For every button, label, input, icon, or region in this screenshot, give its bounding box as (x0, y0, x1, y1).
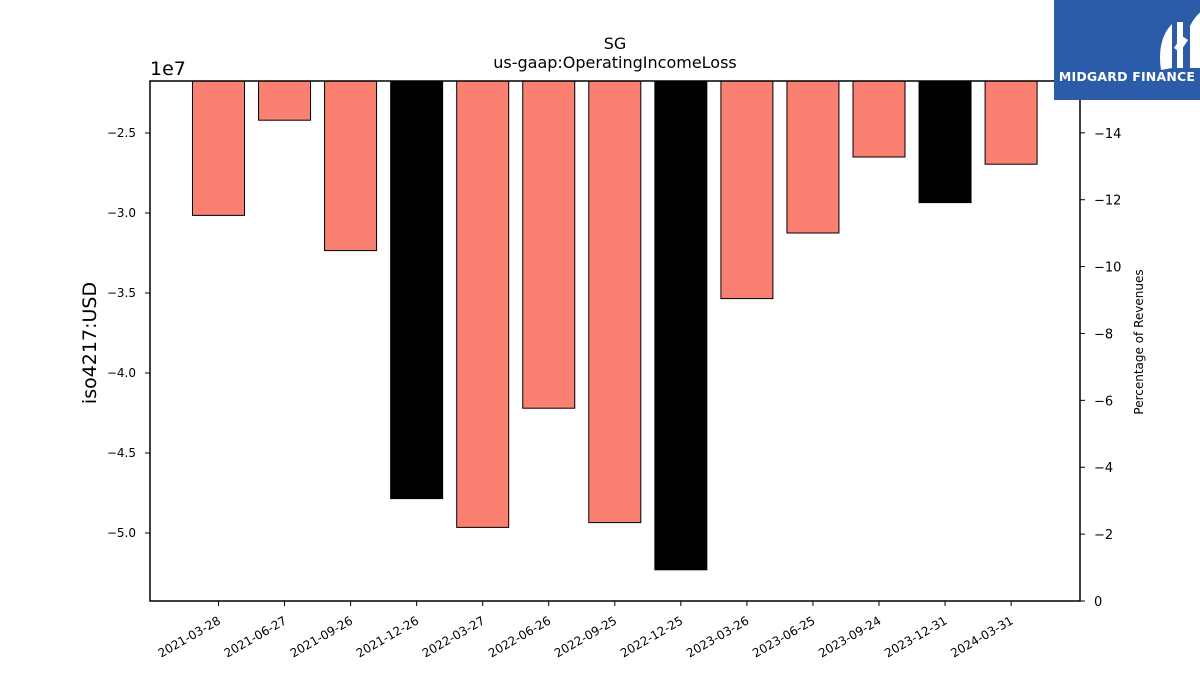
y2-tick-label: −6 (1094, 394, 1113, 409)
y-tick-label: −4.0 (107, 366, 136, 380)
y2-tick-label: 0 (1094, 595, 1102, 610)
y2-tick-label: −12 (1094, 194, 1121, 209)
bar-2024-03-31 (984, 80, 1038, 165)
logo-text: MIDGARD FINANCE (1058, 69, 1196, 84)
y2-tick-label: −14 (1094, 127, 1121, 142)
bar-2023-09-24 (852, 80, 906, 158)
y-offset-label: 1e7 (150, 58, 186, 80)
x-tick-label: 2022-09-25 (552, 613, 619, 660)
y2-tick-label: −2 (1094, 528, 1113, 543)
x-tick-label: 2021-09-26 (288, 613, 355, 660)
bar-2021-03-28 (192, 80, 245, 216)
bar-2022-03-27 (456, 80, 510, 528)
y-tick-label: −3.5 (107, 286, 136, 300)
x-tick-label: 2021-12-26 (354, 613, 421, 660)
y-tick-label: −2.5 (107, 126, 136, 140)
y-axis-label: iso4217:USD (79, 282, 101, 404)
bar-2021-12-26 (390, 80, 444, 500)
logo: MIDGARD FINANCE (1054, 0, 1200, 100)
y-tick-label: −4.5 (107, 446, 136, 460)
x-tick-label: 2022-06-26 (486, 613, 553, 660)
bar-2022-09-25 (588, 80, 642, 524)
x-tick-label: 2022-12-25 (618, 613, 685, 660)
chart-subtitle: us-gaap:OperatingIncomeLoss (493, 53, 737, 72)
chart-title: SG (604, 34, 627, 53)
bar-2023-12-31 (918, 80, 972, 204)
x-tick-label: 2023-03-26 (684, 613, 751, 660)
bar-2022-06-26 (522, 80, 576, 409)
x-tick-label: 2021-03-28 (156, 613, 223, 660)
y-tick-label: −5.0 (107, 526, 136, 540)
x-tick-label: 2023-12-31 (882, 613, 949, 660)
x-tick-label: 2022-03-27 (420, 613, 487, 660)
bar-2023-03-26 (720, 80, 774, 300)
x-tick-label: 2023-06-25 (750, 613, 817, 660)
x-tick-label: 2023-09-24 (816, 613, 883, 660)
y2-axis-label: Percentage of Revenues (1132, 269, 1146, 414)
logo-mark-icon (1160, 12, 1200, 70)
plot-frame (149, 80, 1081, 602)
y2-tick-label: −10 (1094, 261, 1121, 276)
y2-tick-label: −4 (1094, 461, 1113, 476)
y2-tick-label: −8 (1094, 327, 1113, 342)
bar-2021-06-27 (258, 80, 312, 121)
bar-2022-12-25 (654, 80, 708, 571)
bar-2021-09-26 (324, 80, 378, 252)
x-tick-label: 2021-06-27 (222, 613, 289, 660)
x-tick-label: 2024-03-31 (948, 613, 1015, 660)
bar-2023-06-25 (786, 80, 840, 234)
y-tick-label: −3.0 (107, 206, 136, 220)
